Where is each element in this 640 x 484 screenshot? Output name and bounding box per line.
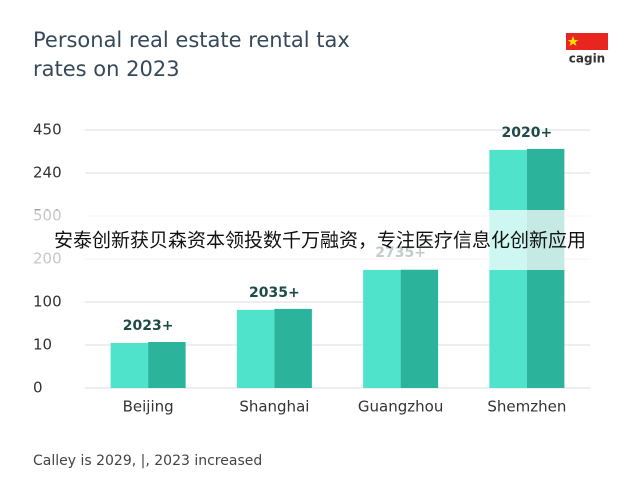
- flag-star: [567, 36, 579, 46]
- bar: [274, 308, 312, 388]
- y-tick-label: 100: [33, 293, 62, 311]
- bar: [148, 341, 186, 388]
- y-tick-label: 450: [33, 121, 62, 139]
- bar-annotation: 2023+: [123, 318, 174, 334]
- overlay-band: [0, 210, 640, 270]
- y-tick-label: 240: [33, 164, 62, 182]
- bar-annotation: 2035+: [249, 285, 300, 301]
- x-tick-label: Shanghai: [239, 398, 309, 416]
- bar: [363, 269, 401, 388]
- bar: [236, 309, 275, 388]
- x-tick-label: Shemzhen: [487, 398, 566, 416]
- bar: [110, 342, 149, 388]
- y-tick-label: 0: [33, 379, 43, 397]
- logo-text: cagin: [569, 52, 605, 66]
- flag: [566, 33, 608, 50]
- chart-title: Personal real estate rental tax: [33, 28, 350, 52]
- bar: [400, 268, 439, 388]
- logo: cagin: [566, 33, 608, 66]
- overlay-caption: 安泰创新获贝森资本领投数千万融资，专注医疗信息化创新应用: [54, 230, 586, 252]
- chart-title: rates on 2023: [33, 57, 180, 81]
- y-tick-label: 10: [33, 336, 52, 354]
- x-tick-label: Guangzhou: [358, 398, 443, 416]
- x-tick-label: Beijing: [123, 398, 174, 416]
- footnote: Calley is 2029, |, 2023 increased: [33, 453, 262, 469]
- bar-annotation: 2020+: [502, 125, 553, 141]
